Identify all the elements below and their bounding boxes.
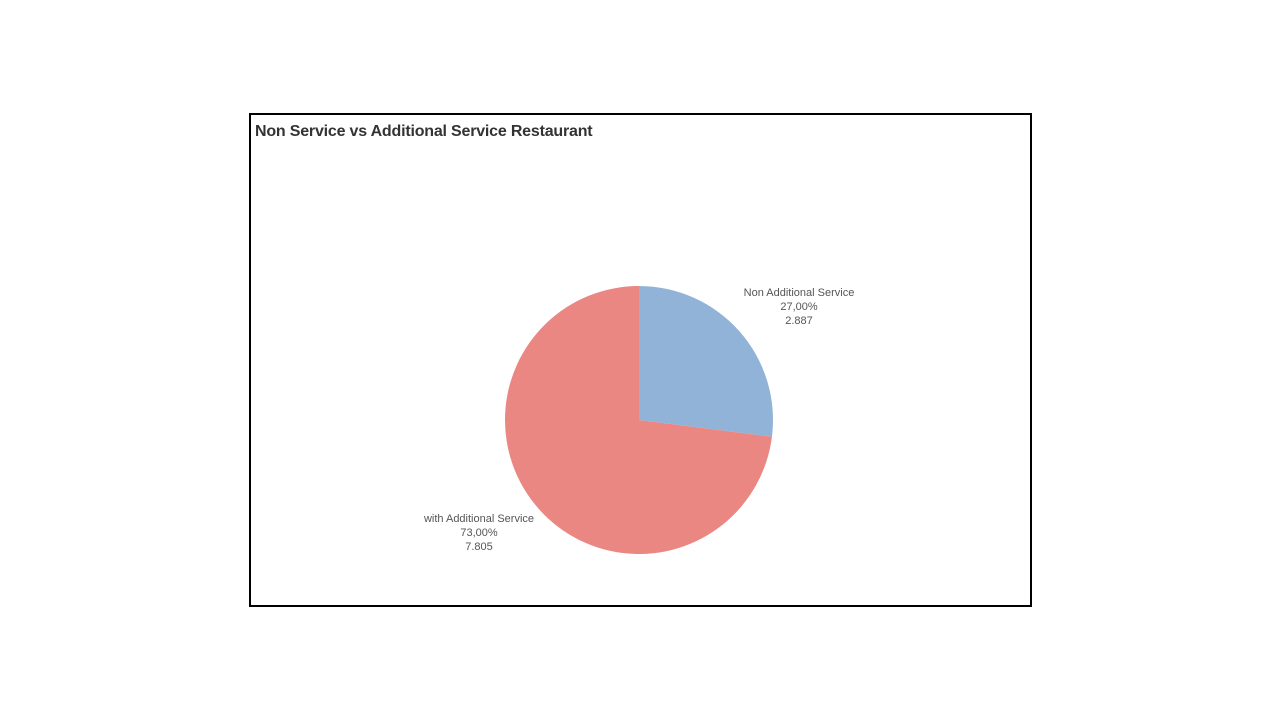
pie-slice-with-additional-service <box>505 286 772 554</box>
chart-frame: Non Service vs Additional Service Restau… <box>249 113 1032 607</box>
pie-chart: Non Additional Service 27,00% 2.887 with Ad… <box>423 286 855 554</box>
slice-label-percent: 27,00% <box>780 301 818 313</box>
slice-label-count: 7.805 <box>465 541 493 553</box>
slice-label-count: 2.887 <box>785 315 813 327</box>
slice-label-name: Non Additional Service <box>744 287 855 299</box>
chart-title: Non Service vs Additional Service Restau… <box>255 123 593 140</box>
pie-slice-non-additional-service <box>639 286 773 437</box>
slice-label-name: with Additional Service <box>423 513 534 525</box>
slice-label-percent: 73,00% <box>460 527 498 539</box>
